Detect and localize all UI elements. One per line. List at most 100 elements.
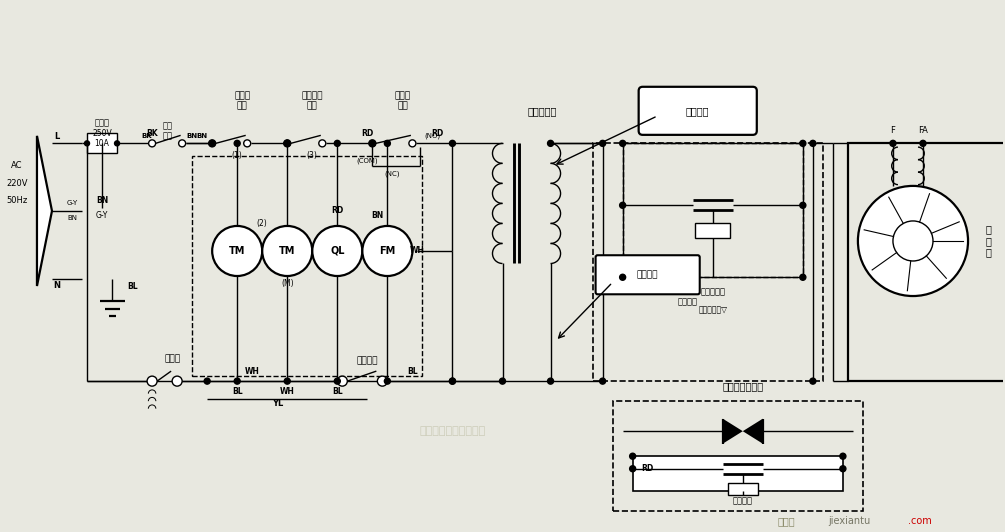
Circle shape	[147, 376, 157, 386]
Text: (1): (1)	[232, 152, 242, 160]
Text: RD: RD	[361, 129, 374, 138]
Text: 高压变压器: 高压变压器	[528, 106, 557, 116]
Circle shape	[449, 140, 455, 146]
Circle shape	[384, 140, 390, 146]
Bar	[623, 143, 803, 277]
Circle shape	[243, 140, 250, 147]
Text: BN: BN	[197, 133, 208, 139]
Text: RD: RD	[332, 206, 344, 215]
Circle shape	[810, 140, 816, 146]
Text: BN: BN	[187, 133, 198, 139]
Text: 高压绕组: 高压绕组	[637, 270, 658, 279]
Circle shape	[335, 378, 341, 384]
Circle shape	[620, 140, 626, 146]
Circle shape	[172, 376, 182, 386]
Text: 50Hz: 50Hz	[6, 196, 27, 205]
Text: QL: QL	[330, 246, 345, 256]
Text: (NO): (NO)	[424, 132, 440, 139]
Text: 熔断器: 熔断器	[94, 119, 110, 128]
Text: 250V: 250V	[92, 129, 112, 138]
Text: 次级开关: 次级开关	[357, 356, 378, 365]
Text: WH: WH	[245, 367, 259, 376]
Text: TM: TM	[279, 246, 295, 256]
Circle shape	[377, 376, 387, 386]
Text: G-Y: G-Y	[95, 211, 109, 220]
Text: G-Y: G-Y	[66, 201, 77, 206]
Text: BN: BN	[371, 211, 384, 220]
FancyBboxPatch shape	[596, 255, 699, 294]
Circle shape	[115, 141, 120, 146]
Text: 开关: 开关	[237, 101, 247, 110]
Circle shape	[335, 140, 341, 146]
Text: jiexiantu: jiexiantu	[828, 516, 870, 526]
Circle shape	[449, 378, 455, 384]
Text: .com: .com	[908, 516, 932, 526]
Text: 接线图: 接线图	[778, 516, 795, 526]
Circle shape	[858, 186, 968, 296]
Circle shape	[179, 140, 186, 147]
Text: 220V: 220V	[6, 179, 28, 188]
Circle shape	[262, 226, 313, 276]
Circle shape	[370, 140, 375, 146]
Bar	[613, 401, 863, 511]
Bar	[192, 156, 422, 376]
Text: BL: BL	[332, 387, 343, 396]
Circle shape	[234, 140, 240, 146]
Circle shape	[800, 275, 806, 280]
Text: 开关: 开关	[307, 101, 318, 110]
Text: (NC): (NC)	[385, 170, 400, 177]
Text: 其他选择: 其他选择	[677, 298, 697, 307]
Circle shape	[204, 378, 210, 384]
Circle shape	[800, 140, 806, 146]
Circle shape	[548, 378, 554, 384]
Polygon shape	[37, 136, 52, 286]
Text: AC: AC	[11, 161, 23, 170]
Text: TM: TM	[229, 246, 245, 256]
Circle shape	[499, 378, 506, 384]
Text: YL: YL	[271, 399, 282, 408]
Text: 高压电路保护器: 高压电路保护器	[723, 381, 764, 391]
Circle shape	[449, 378, 455, 384]
Circle shape	[284, 140, 290, 146]
Circle shape	[212, 226, 262, 276]
Bar	[593, 143, 823, 381]
Text: BL: BL	[232, 387, 242, 396]
Circle shape	[630, 466, 635, 472]
Circle shape	[409, 140, 416, 147]
Text: N: N	[53, 280, 60, 289]
Circle shape	[338, 376, 348, 386]
Circle shape	[209, 140, 215, 146]
Circle shape	[363, 226, 412, 276]
Circle shape	[890, 140, 895, 146]
Text: 温控器: 温控器	[164, 354, 180, 363]
Bar	[728, 483, 758, 495]
Text: (2): (2)	[257, 219, 267, 228]
Text: 开关: 开关	[397, 101, 408, 110]
Circle shape	[369, 140, 376, 147]
Circle shape	[630, 453, 635, 459]
Text: RD: RD	[641, 464, 654, 473]
Text: 初级: 初级	[162, 121, 172, 130]
Circle shape	[810, 378, 816, 384]
Text: 10A: 10A	[94, 139, 110, 148]
Bar	[633, 456, 843, 491]
Text: 监控器: 监控器	[394, 92, 410, 101]
Text: WH: WH	[279, 387, 294, 396]
Circle shape	[283, 140, 290, 147]
Text: 杭州络客科技有限公司: 杭州络客科技有限公司	[419, 426, 485, 436]
Text: BN: BN	[95, 196, 109, 205]
Circle shape	[84, 141, 89, 146]
Circle shape	[284, 140, 290, 146]
Circle shape	[600, 140, 606, 146]
Circle shape	[548, 140, 554, 146]
Text: 高压电容: 高压电容	[733, 497, 753, 506]
Text: 低压绕组: 低压绕组	[686, 106, 710, 116]
Text: RD: RD	[431, 129, 443, 138]
Bar	[695, 223, 731, 238]
Circle shape	[149, 140, 156, 147]
Circle shape	[893, 221, 933, 261]
Circle shape	[284, 378, 290, 384]
Text: L: L	[54, 132, 59, 142]
Circle shape	[920, 140, 926, 146]
Circle shape	[319, 140, 326, 147]
